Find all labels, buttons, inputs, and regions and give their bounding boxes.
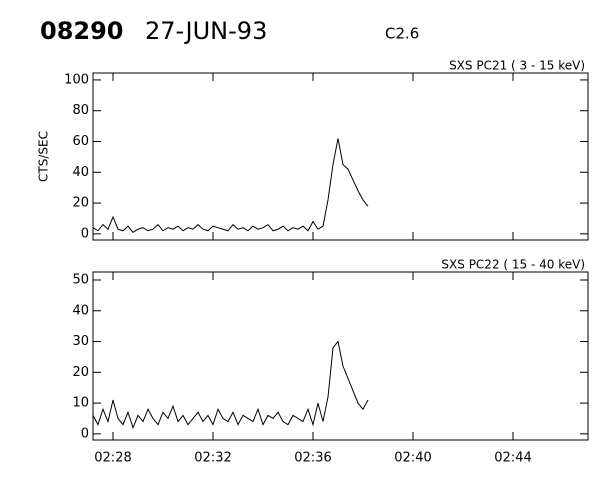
plot-frame (92, 271, 589, 441)
y-tick-label: 20 (72, 196, 89, 211)
x-tick-label: 02:28 (94, 451, 131, 466)
x-tick-label: 02:40 (394, 451, 431, 466)
x-tick-label: 02:36 (294, 451, 331, 466)
y-tick-label: 0 (81, 226, 89, 241)
event-date: 27-JUN-93 (145, 17, 267, 45)
y-tick-label: 50 (72, 273, 89, 288)
y-tick-label: 100 (64, 72, 89, 87)
y-tick-label: 60 (72, 134, 89, 149)
data-line (92, 138, 369, 233)
flare-class: C2.6 (385, 25, 419, 43)
y-tick-label: 20 (72, 365, 89, 380)
data-line (92, 340, 369, 430)
y-tick-label: 40 (72, 165, 89, 180)
plot-frame (92, 72, 589, 241)
y-axis-label: CTS/SEC (37, 131, 51, 182)
y-tick-label: 10 (72, 396, 89, 411)
event-id: 08290 (40, 17, 124, 45)
y-tick-label: 80 (72, 103, 89, 118)
panel-title: SXS PC22 ( 15 - 40 keV) (441, 258, 585, 272)
panel-title: SXS PC21 ( 3 - 15 keV) (449, 59, 585, 73)
y-tick-label: 30 (72, 334, 89, 349)
y-tick-label: 0 (81, 426, 89, 441)
y-tick-label: 40 (72, 303, 89, 318)
x-tick-label: 02:32 (194, 451, 231, 466)
x-tick-label: 02:44 (494, 451, 531, 466)
